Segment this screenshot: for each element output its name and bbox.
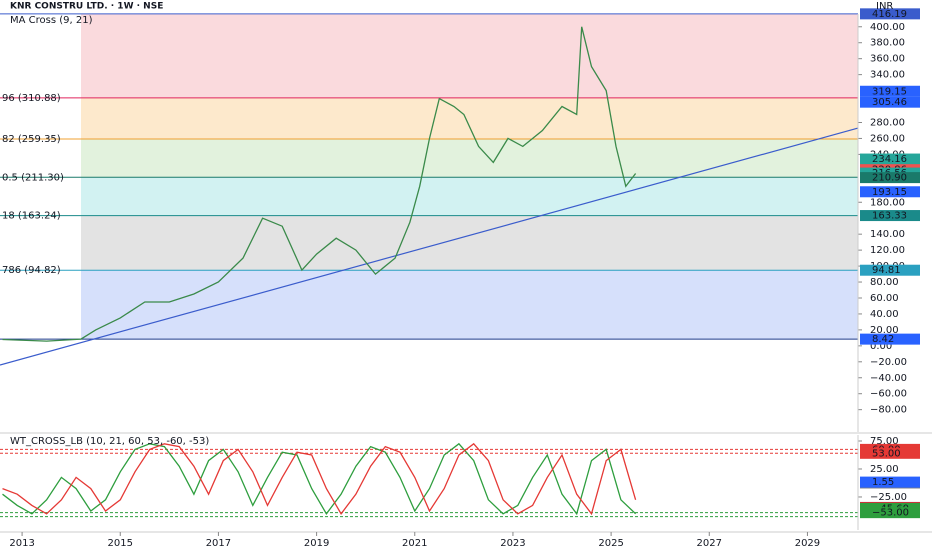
level-label: 96 (310.88) bbox=[2, 93, 61, 104]
price-tag bbox=[860, 85, 920, 97]
series-line bbox=[2, 442, 637, 516]
price-tag bbox=[860, 476, 920, 488]
price-tag-label: 416.19 bbox=[872, 9, 907, 20]
x-tick-label: 2025 bbox=[598, 538, 623, 549]
fib-band bbox=[80, 97, 859, 139]
y-tick-label: −25.00 bbox=[870, 492, 907, 503]
price-tag-label: 305.46 bbox=[872, 97, 907, 108]
y-tick-label: 0.00 bbox=[870, 341, 892, 352]
price-tag-label: 234.16 bbox=[872, 154, 907, 165]
y-tick-label: 25.00 bbox=[870, 464, 899, 475]
y-tick-label: −20.00 bbox=[870, 357, 907, 368]
x-tick-label: 2027 bbox=[697, 538, 722, 549]
price-tag-label: 163.33 bbox=[872, 211, 907, 222]
y-tick-label: 280.00 bbox=[870, 117, 905, 128]
price-tag-label: 94.81 bbox=[872, 265, 901, 276]
price-tag bbox=[860, 210, 920, 222]
y-tick-label: 40.00 bbox=[870, 309, 899, 320]
price-tag-label: −53.00 bbox=[872, 508, 909, 519]
price-tag-label: 210.90 bbox=[872, 173, 907, 184]
price-tag bbox=[860, 447, 920, 459]
x-axis: 2013 2015 2017 2019 2021 2023 2025 2027 2029 bbox=[0, 432, 932, 549]
x-tick-label: 2013 bbox=[9, 538, 34, 549]
y-tick-label: 140.00 bbox=[870, 229, 905, 240]
x-tick-label: 2019 bbox=[304, 538, 329, 549]
x-tick-label: 2029 bbox=[795, 538, 820, 549]
fib-band bbox=[80, 13, 859, 98]
price-tag-label: 53.00 bbox=[872, 448, 901, 459]
price-tag bbox=[860, 172, 920, 184]
y-tick-label: 340.00 bbox=[870, 70, 905, 81]
price-tag-label: 8.42 bbox=[872, 334, 894, 345]
price-tag bbox=[860, 507, 920, 519]
level-label: 0.5 (211.30) bbox=[2, 172, 64, 183]
price-tag bbox=[860, 264, 920, 276]
price-tag bbox=[860, 153, 920, 165]
price-tag bbox=[860, 186, 920, 198]
y-tick-label: 60.00 bbox=[870, 293, 899, 304]
oscillator-title: WT_CROSS_LB (10, 21, 60, 53, -60, -53) bbox=[10, 436, 209, 447]
level-label: 786 (94.82) bbox=[2, 265, 61, 276]
price-tag bbox=[860, 333, 920, 345]
y-tick-label: 380.00 bbox=[870, 38, 905, 49]
y-tick-label: −60.00 bbox=[870, 389, 907, 400]
y-tick-label: 80.00 bbox=[870, 277, 899, 288]
price-tag-label: 1.55 bbox=[872, 477, 894, 488]
price-tag-label: 319.15 bbox=[872, 86, 907, 97]
y-tick-label: 120.00 bbox=[870, 245, 905, 256]
x-tick-label: 2017 bbox=[206, 538, 231, 549]
indicator-title: MA Cross (9, 21) bbox=[10, 15, 93, 26]
y-tick-label: 75.00 bbox=[870, 436, 899, 447]
price-tag-label: 193.15 bbox=[872, 187, 907, 198]
oscillator-panel: 75.0025.00−25.0060.0053.000.001.55−43.72… bbox=[0, 435, 920, 530]
fib-band bbox=[80, 177, 859, 216]
x-tick-label: 2021 bbox=[402, 538, 427, 549]
series-line bbox=[2, 442, 637, 516]
level-label: 18 (163.24) bbox=[2, 211, 61, 222]
trendline bbox=[0, 127, 859, 366]
currency: INR bbox=[876, 1, 893, 12]
price-tag bbox=[860, 8, 920, 20]
chart-title: KNR CONSTRU LTD. · 1W · NSE bbox=[10, 2, 163, 12]
fib-band bbox=[80, 138, 859, 178]
y-tick-label: 400.00 bbox=[870, 22, 905, 33]
series-line bbox=[2, 26, 637, 342]
fib-band bbox=[80, 215, 859, 271]
y-tick-label: −40.00 bbox=[870, 373, 907, 384]
level-label: 82 (259.35) bbox=[2, 134, 61, 145]
y-tick-label: 360.00 bbox=[870, 54, 905, 65]
price-panel: 96 (310.88) 82 (259.35) 0.5 (211.30) 18 (16… bbox=[0, 8, 920, 432]
y-tick-label: 180.00 bbox=[870, 197, 905, 208]
y-tick-label: −80.00 bbox=[870, 405, 907, 416]
x-tick-label: 2023 bbox=[500, 538, 525, 549]
x-tick-label: 2015 bbox=[108, 538, 133, 549]
fib-band bbox=[80, 270, 859, 340]
price-tag bbox=[860, 96, 920, 108]
y-tick-label: 20.00 bbox=[870, 325, 899, 336]
y-tick-label: 260.00 bbox=[870, 133, 905, 144]
